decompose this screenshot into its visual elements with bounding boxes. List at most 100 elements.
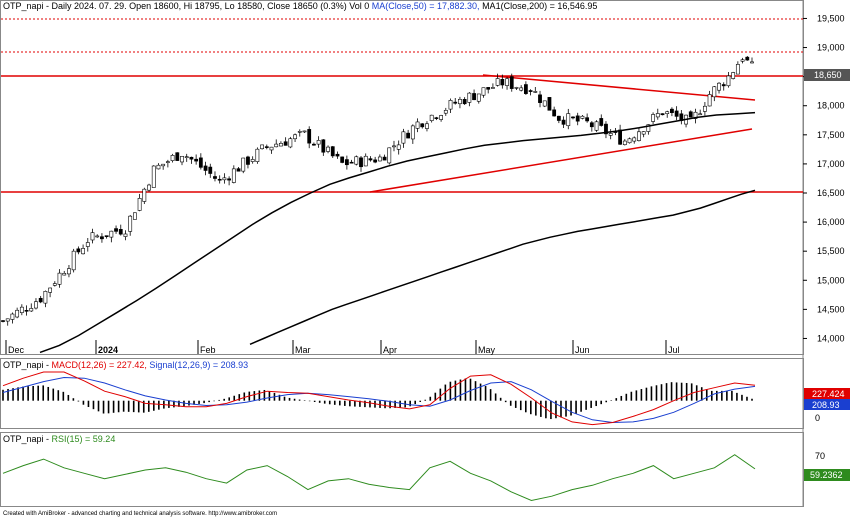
candle-body: [476, 93, 481, 102]
price-header: OTP_napi - Daily 2024. 07. 29. Open 1860…: [3, 1, 597, 11]
macd-histogram-bar: [630, 391, 633, 401]
candle-body: [354, 156, 359, 165]
candle-body: [580, 115, 585, 119]
y-tick-label: 14,000: [817, 333, 845, 343]
signal-line: [2, 376, 756, 424]
x-tick-label: Dec: [8, 345, 25, 355]
candle-body: [198, 157, 203, 168]
macd-histogram-bar: [278, 394, 281, 401]
y-tick-label: 19,000: [817, 43, 845, 53]
macd-histogram-bar: [137, 400, 140, 413]
candle-body: [519, 87, 524, 91]
macd-histogram-bar: [102, 400, 105, 414]
candle-body: [90, 232, 95, 241]
candle-body: [288, 138, 293, 148]
candle-body: [608, 133, 613, 136]
macd-histogram-bar: [509, 400, 512, 406]
candle-body: [533, 91, 538, 93]
current-price-label: 18,650: [814, 70, 842, 80]
macd-histogram-bar: [253, 391, 256, 401]
macd-histogram-bar: [203, 400, 205, 404]
candle-body: [151, 165, 156, 188]
candle-body: [604, 123, 608, 135]
candle-body: [293, 134, 297, 140]
macd-histogram-bar: [233, 395, 236, 401]
candle-body: [330, 146, 335, 157]
candle-body: [156, 164, 161, 170]
candle-body: [396, 144, 401, 150]
candle-body: [349, 161, 354, 164]
rsi-value-label: 59.2362: [810, 470, 843, 480]
candle-body: [566, 113, 571, 127]
candle-body: [326, 146, 330, 152]
macd-histogram-bar: [389, 400, 391, 409]
candle-body: [118, 229, 123, 235]
macd-histogram-bar: [288, 397, 291, 401]
candle-body: [561, 119, 566, 125]
candle-body: [5, 318, 10, 322]
macd-line: [2, 371, 756, 426]
macd-histogram-bar: [32, 385, 34, 401]
candle-body: [269, 146, 274, 151]
candle-body: [250, 159, 255, 162]
macd-histogram-bar: [112, 400, 115, 413]
macd-histogram-bar: [384, 400, 386, 409]
macd-histogram-bar: [474, 381, 477, 401]
candle-body: [735, 64, 740, 75]
macd-histogram-bar: [731, 390, 733, 401]
candle-body: [712, 86, 717, 98]
macd-histogram-bar: [555, 400, 557, 419]
candle-body: [618, 129, 623, 145]
candle-body: [721, 84, 726, 87]
macd-histogram-bar: [67, 394, 70, 401]
macd-histogram-bar: [97, 400, 100, 412]
macd-histogram-bar: [585, 400, 587, 410]
candle-body: [175, 152, 180, 161]
rising-trendline: [369, 128, 753, 193]
macd-histogram-bar: [590, 400, 592, 408]
candle-body: [538, 94, 542, 103]
candle-body: [241, 157, 246, 172]
candle-body: [373, 159, 378, 163]
candle-body: [62, 272, 67, 276]
candle-body: [392, 145, 396, 148]
ma50-line: [39, 111, 756, 354]
macd-histogram-bar: [620, 395, 623, 401]
candle-body: [481, 87, 486, 96]
macd-histogram-bar: [741, 394, 743, 401]
candle-body: [425, 123, 429, 129]
macd-histogram-bar: [268, 391, 271, 401]
macd-histogram-bar: [550, 400, 552, 420]
macd-histogram-bar: [17, 387, 19, 401]
candle-body: [745, 56, 750, 61]
macd-histogram-bar: [303, 400, 306, 401]
candle-body: [67, 268, 71, 275]
candle-body: [147, 184, 151, 191]
macd-histogram-bar: [700, 387, 703, 401]
candle-body: [434, 117, 439, 119]
macd-histogram-bar: [650, 386, 653, 401]
macd-histogram-bar: [359, 400, 361, 407]
macd-histogram-bar: [153, 400, 155, 411]
macd-histogram-bar: [705, 389, 708, 401]
macd-histogram-bar: [494, 393, 497, 401]
candle-body: [71, 250, 76, 271]
candle-body: [410, 125, 415, 140]
candle-body: [500, 79, 505, 86]
candle-body: [594, 121, 599, 131]
candle-body: [726, 75, 731, 87]
macd-histogram-bar: [243, 392, 246, 401]
macd-histogram-bar: [293, 398, 296, 401]
x-tick-label: Feb: [200, 345, 216, 355]
macd-histogram-bar: [499, 397, 502, 401]
macd-histogram-bar: [142, 400, 145, 413]
candle-body: [81, 248, 85, 255]
macd-histogram-bar: [117, 400, 120, 413]
macd-histogram-bar: [580, 400, 582, 412]
x-tick-label: Jul: [668, 345, 680, 355]
candle-body: [632, 137, 637, 142]
x-tick-label: Mar: [295, 345, 311, 355]
macd-histogram-bar: [535, 400, 537, 416]
rsi-header: OTP_napi - RSI(15) = 59.24: [3, 434, 115, 444]
candle-body: [740, 59, 745, 62]
